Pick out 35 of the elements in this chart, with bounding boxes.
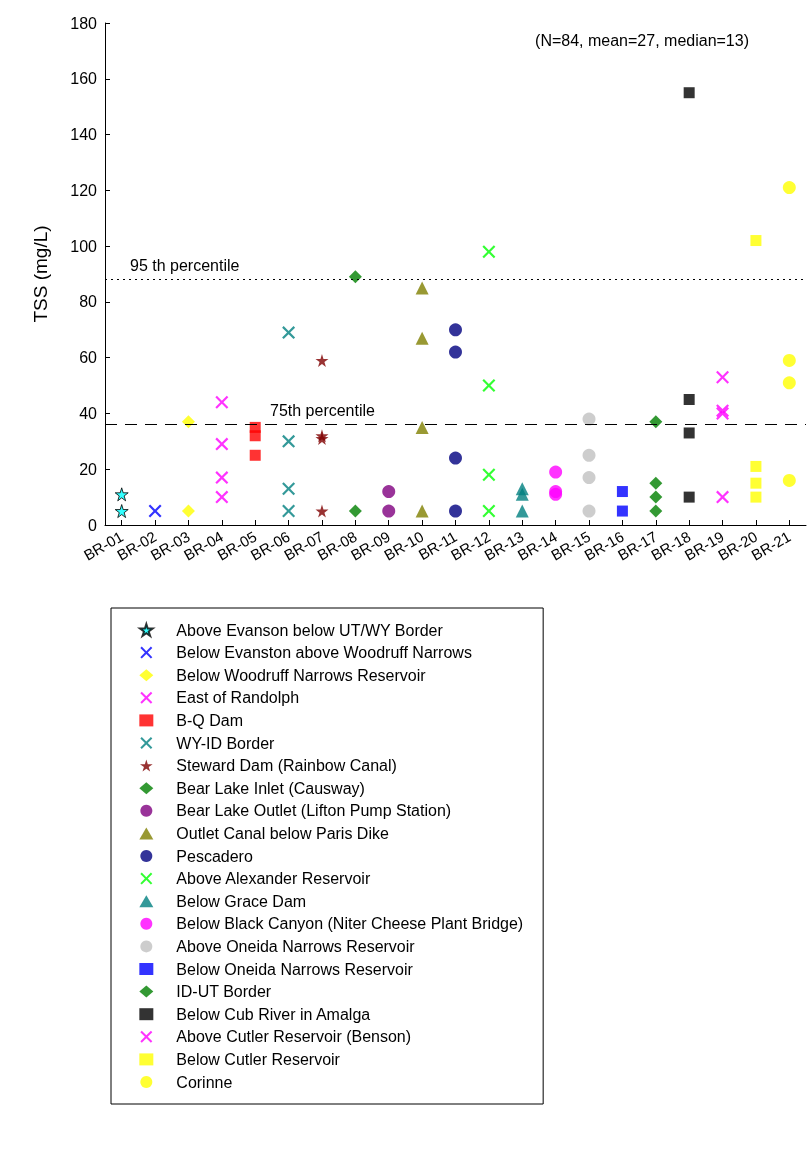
legend-label: Above Alexander Reservoir <box>176 870 371 888</box>
legend-label: WY-ID Border <box>176 734 276 752</box>
legend-label: Above Cutler Reservoir (Benson) <box>176 1028 412 1046</box>
legend-label: Below Evanston above Woodruff Narrows <box>176 644 472 662</box>
legend-label: B-Q Dam <box>176 711 243 729</box>
legend-label: Above Evanson below UT/WY Border <box>176 621 444 639</box>
legend-label: Outlet Canal below Paris Dike <box>176 824 389 842</box>
ref-line-label: 75th percentile <box>270 402 376 420</box>
legend-label: Below Oneida Narrows Reservoir <box>176 960 414 978</box>
y-tick-label: 60 <box>79 349 98 367</box>
y-tick-label: 40 <box>79 404 98 422</box>
legend-label: Below Black Canyon (Niter Cheese Plant Bridge) <box>176 915 524 933</box>
y-tick-label: 160 <box>70 70 98 88</box>
ref-line-label: 95 th percentile <box>130 257 240 275</box>
y-tick-label: 180 <box>70 14 98 32</box>
legend-label: Pescadero <box>176 847 253 865</box>
legend-label: Above Oneida Narrows Reservoir <box>176 937 416 955</box>
legend-label: Corinne <box>176 1073 233 1091</box>
y-tick-label: 0 <box>88 516 98 534</box>
annotation: (N=84, mean=27, median=13) <box>535 31 750 49</box>
y-tick-label: 100 <box>70 237 98 255</box>
legend-label: ID-UT Border <box>176 983 272 1001</box>
y-tick-label: 140 <box>70 126 98 144</box>
legend-label: Bear Lake Inlet (Causway) <box>176 779 365 797</box>
legend-label: Below Grace Dam <box>176 892 307 910</box>
legend-label: Below Woodruff Narrows Reservoir <box>176 666 427 684</box>
y-tick-label: 80 <box>79 293 98 311</box>
legend-label: East of Randolph <box>176 689 300 707</box>
y-tick-label: 120 <box>70 181 98 199</box>
legend-label: Steward Dam (Rainbow Canal) <box>176 757 397 775</box>
legend-label: Bear Lake Outlet (Lifton Pump Station) <box>176 802 452 820</box>
legend-label: Below Cub River in Amalga <box>176 1005 371 1023</box>
y-axis-title: TSS (mg/L) <box>30 225 51 323</box>
legend-label: Below Cutler Reservoir <box>176 1050 341 1068</box>
y-tick-label: 20 <box>79 460 98 478</box>
